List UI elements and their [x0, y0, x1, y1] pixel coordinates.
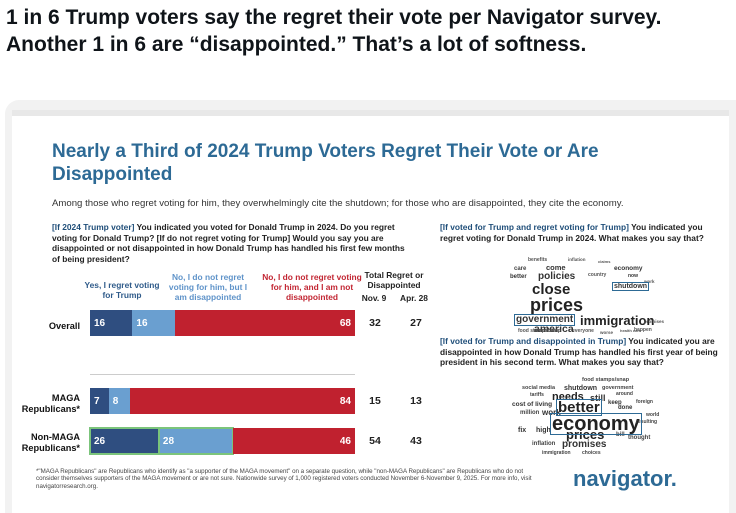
- navigator-logo: navigator.: [573, 466, 677, 491]
- word-cloud-regret: benefits inflation claims care come economy be…: [510, 257, 680, 338]
- cloud-word: keep: [608, 400, 622, 406]
- total-non-maga-nov: 54: [369, 435, 381, 447]
- cloud-word: now: [628, 273, 638, 279]
- cloud-word: shutdown: [564, 385, 598, 392]
- bar-maga-not-disappointed: 84: [130, 388, 355, 414]
- cloud-word: done: [618, 405, 633, 411]
- cloud-word: thought: [628, 435, 651, 441]
- cloud-word: everyone: [572, 328, 594, 334]
- cloud-word: choices: [582, 450, 601, 456]
- bar-overall-not-disappointed: 68: [174, 310, 355, 336]
- cloud-highlight-box: [550, 413, 642, 435]
- cloud-word: government: [602, 385, 634, 391]
- cloud-word: government: [516, 314, 574, 325]
- cloud-word: work: [542, 408, 561, 417]
- cloud-word: inflation: [568, 257, 586, 262]
- cloud-word: inflation: [532, 441, 556, 447]
- cloud-word: economy: [614, 265, 643, 272]
- cloud-word: immigration: [542, 450, 571, 456]
- cloud-word: food stamps/snap: [518, 328, 561, 334]
- left-question-tag: [If 2024 Trump voter]: [52, 222, 135, 232]
- row-label-overall: Overall: [48, 321, 80, 331]
- cloud-word: economy: [552, 413, 640, 435]
- right-question-2-tag: [If voted for Trump and disappointed in …: [440, 336, 627, 346]
- total-non-maga-apr: 43: [410, 435, 422, 447]
- legend-not-disappointed: No, I do not regret voting for him, and …: [262, 272, 362, 302]
- bar-non-maga-not-disappointed: 46: [233, 428, 355, 454]
- cloud-word: resulting: [636, 419, 658, 425]
- cloud-word: policies: [538, 271, 576, 282]
- cloud-word: shutdown: [614, 283, 648, 290]
- cloud-word: americans: [534, 328, 559, 334]
- bar-maga-yes: 7: [90, 388, 109, 414]
- total-overall-apr: 27: [410, 317, 422, 329]
- cloud-highlight-box: [612, 282, 649, 291]
- right-question-1: [If voted for Trump and regret voting fo…: [440, 222, 725, 243]
- right-question-1-tag: [If voted for Trump and regret voting fo…: [440, 222, 629, 232]
- cloud-word: benefits: [528, 257, 548, 263]
- cloud-word: million: [520, 410, 540, 416]
- total-maga-nov: 15: [369, 395, 381, 407]
- cloud-word: close: [532, 281, 571, 298]
- cloud-word: bill: [616, 432, 625, 438]
- right-question-2-text: You indicated you are disappointed in ho…: [440, 336, 718, 368]
- cloud-word: happen: [634, 327, 652, 333]
- bar-non-maga-disappointed: 28: [157, 427, 235, 455]
- row-label-maga: MAGA Republicans*: [21, 393, 80, 414]
- cloud-word: better: [510, 274, 527, 280]
- right-question-2: [If voted for Trump and disappointed in …: [440, 336, 725, 368]
- slide-title: Nearly a Third of 2024 Trump Voters Regr…: [52, 141, 599, 185]
- cloud-word: care: [514, 266, 527, 272]
- bar-maga-disappointed: 8: [108, 388, 131, 414]
- footnote: *"MAGA Republicans" are Republicans who …: [36, 468, 532, 490]
- left-question-text: You indicated you voted for Donald Trump…: [52, 222, 405, 264]
- cloud-word: cost of living: [512, 401, 553, 408]
- cloud-word: america: [534, 323, 574, 335]
- cloud-word: needs: [552, 391, 584, 403]
- bar-overall-disappointed: 16: [132, 310, 175, 336]
- cloud-word: come: [546, 263, 566, 272]
- cloud-word: prices: [530, 295, 584, 315]
- cloud-word: foreign: [636, 399, 653, 405]
- total-overall-nov: 32: [369, 317, 381, 329]
- cloud-word: tariffs: [530, 392, 544, 398]
- cloud-word: worse: [600, 330, 614, 335]
- total-col-apr: Apr. 28: [400, 293, 428, 303]
- cloud-word: still: [590, 393, 606, 403]
- cloud-word: health care: [620, 328, 642, 333]
- bar-non-maga-yes: 26: [89, 427, 160, 455]
- right-question-1-text: You indicated you regret voting for Dona…: [440, 222, 704, 243]
- total-maga-apr: 13: [410, 395, 422, 407]
- cloud-word: promises: [644, 319, 665, 324]
- cloud-word: work: [644, 279, 655, 284]
- cloud-highlight-box: [556, 399, 602, 416]
- slide-top-band: [12, 110, 729, 116]
- cloud-word: promises: [562, 439, 607, 450]
- bar-overall-yes: 16: [90, 310, 133, 336]
- survey-slide: Nearly a Third of 2024 Trump Voters Regr…: [12, 110, 729, 513]
- slide-subtitle: Among those who regret voting for him, t…: [52, 198, 624, 209]
- total-header: Total Regret or Disappointed: [364, 270, 424, 290]
- cloud-word: food stamps/snap: [582, 377, 630, 383]
- tweet-text: 1 in 6 Trump voters say the regret their…: [6, 6, 662, 56]
- cloud-word: claims: [598, 259, 611, 264]
- cloud-word: around: [616, 391, 633, 397]
- cloud-word: fix: [518, 427, 527, 434]
- word-cloud-disappointed: food stamps/snap social media shutdown gove…: [500, 377, 680, 468]
- cloud-word: better: [558, 399, 600, 416]
- total-col-nov: Nov. 9: [361, 293, 387, 303]
- row-divider: [90, 374, 355, 375]
- cloud-word: immigration: [580, 313, 655, 328]
- cloud-highlight-box: [514, 314, 575, 326]
- row-label-non-maga: Non-MAGA Republicans*: [21, 432, 80, 453]
- legend-disappointed: No, I do not regret voting for him, but …: [168, 272, 248, 302]
- cloud-word: world: [646, 412, 660, 418]
- cloud-word: country: [588, 272, 607, 278]
- legend-yes-regret: Yes, I regret voting for Trump: [84, 280, 160, 300]
- cloud-word: high: [536, 427, 551, 434]
- left-question: [If 2024 Trump voter] You indicated you …: [52, 222, 412, 264]
- cloud-word: social media: [522, 385, 556, 391]
